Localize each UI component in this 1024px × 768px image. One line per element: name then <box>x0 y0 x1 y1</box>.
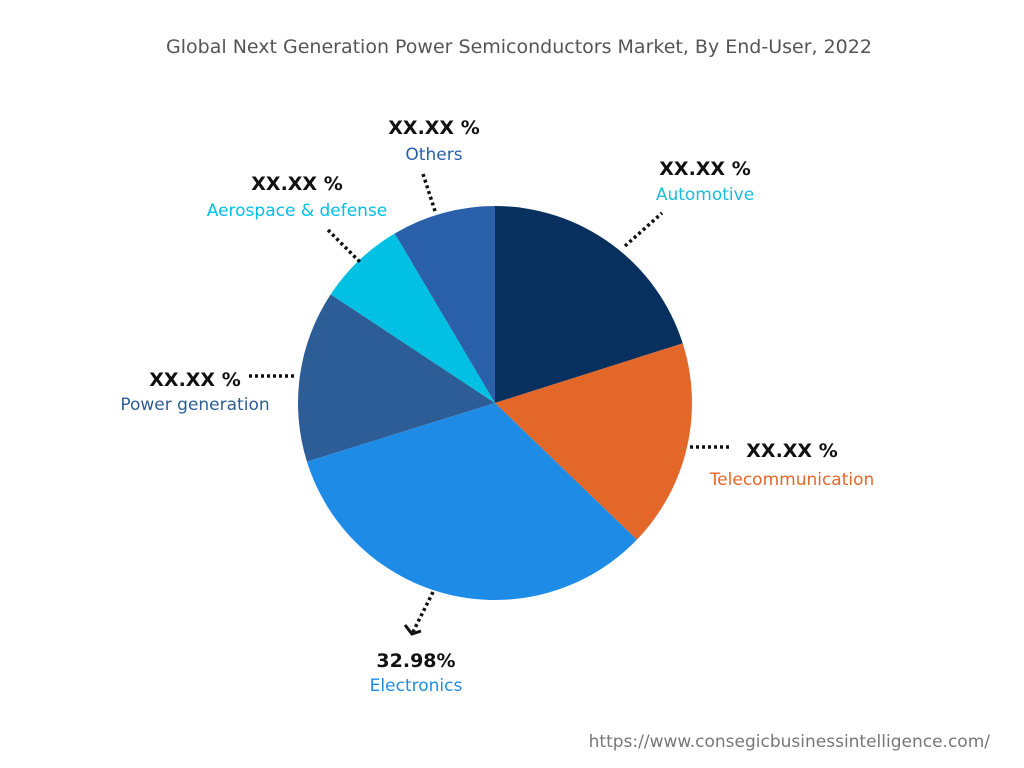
data-label-others: XX.XX % <box>388 117 479 139</box>
pie-slice-electronics <box>306 403 637 600</box>
pie-slice-automotive <box>495 206 683 403</box>
category-label-others: Others <box>405 145 462 165</box>
leader-line-others <box>421 173 438 215</box>
leader-line-automotive <box>623 211 664 248</box>
data-label-telecommunication: XX.XX % <box>746 440 837 462</box>
category-label-electronics: Electronics <box>370 676 463 696</box>
category-label-aerospace-defense: Aerospace & defense <box>207 201 388 221</box>
data-label-power-generation: XX.XX % <box>149 369 240 391</box>
source-url[interactable]: https://www.consegicbusinessintelligence… <box>589 732 991 752</box>
leader-line-aerospace-defense <box>326 228 362 264</box>
data-label-aerospace-defense: XX.XX % <box>251 173 342 195</box>
category-label-automotive: Automotive <box>656 185 754 205</box>
pie-slice-power-generation <box>298 294 495 462</box>
data-label-automotive: XX.XX % <box>659 158 750 180</box>
data-label-electronics: 32.98% <box>376 650 455 672</box>
category-label-telecommunication: Telecommunication <box>709 470 875 490</box>
category-label-power-generation: Power generation <box>120 395 269 415</box>
chart-title: Global Next Generation Power Semiconduct… <box>166 36 872 58</box>
pie-slice-telecommunication <box>495 343 692 540</box>
arrow-head-icon <box>403 624 422 636</box>
pie-slice-others <box>394 206 495 403</box>
pie-slice-aerospace-defense <box>330 233 495 403</box>
leader-line-electronics <box>410 591 435 635</box>
